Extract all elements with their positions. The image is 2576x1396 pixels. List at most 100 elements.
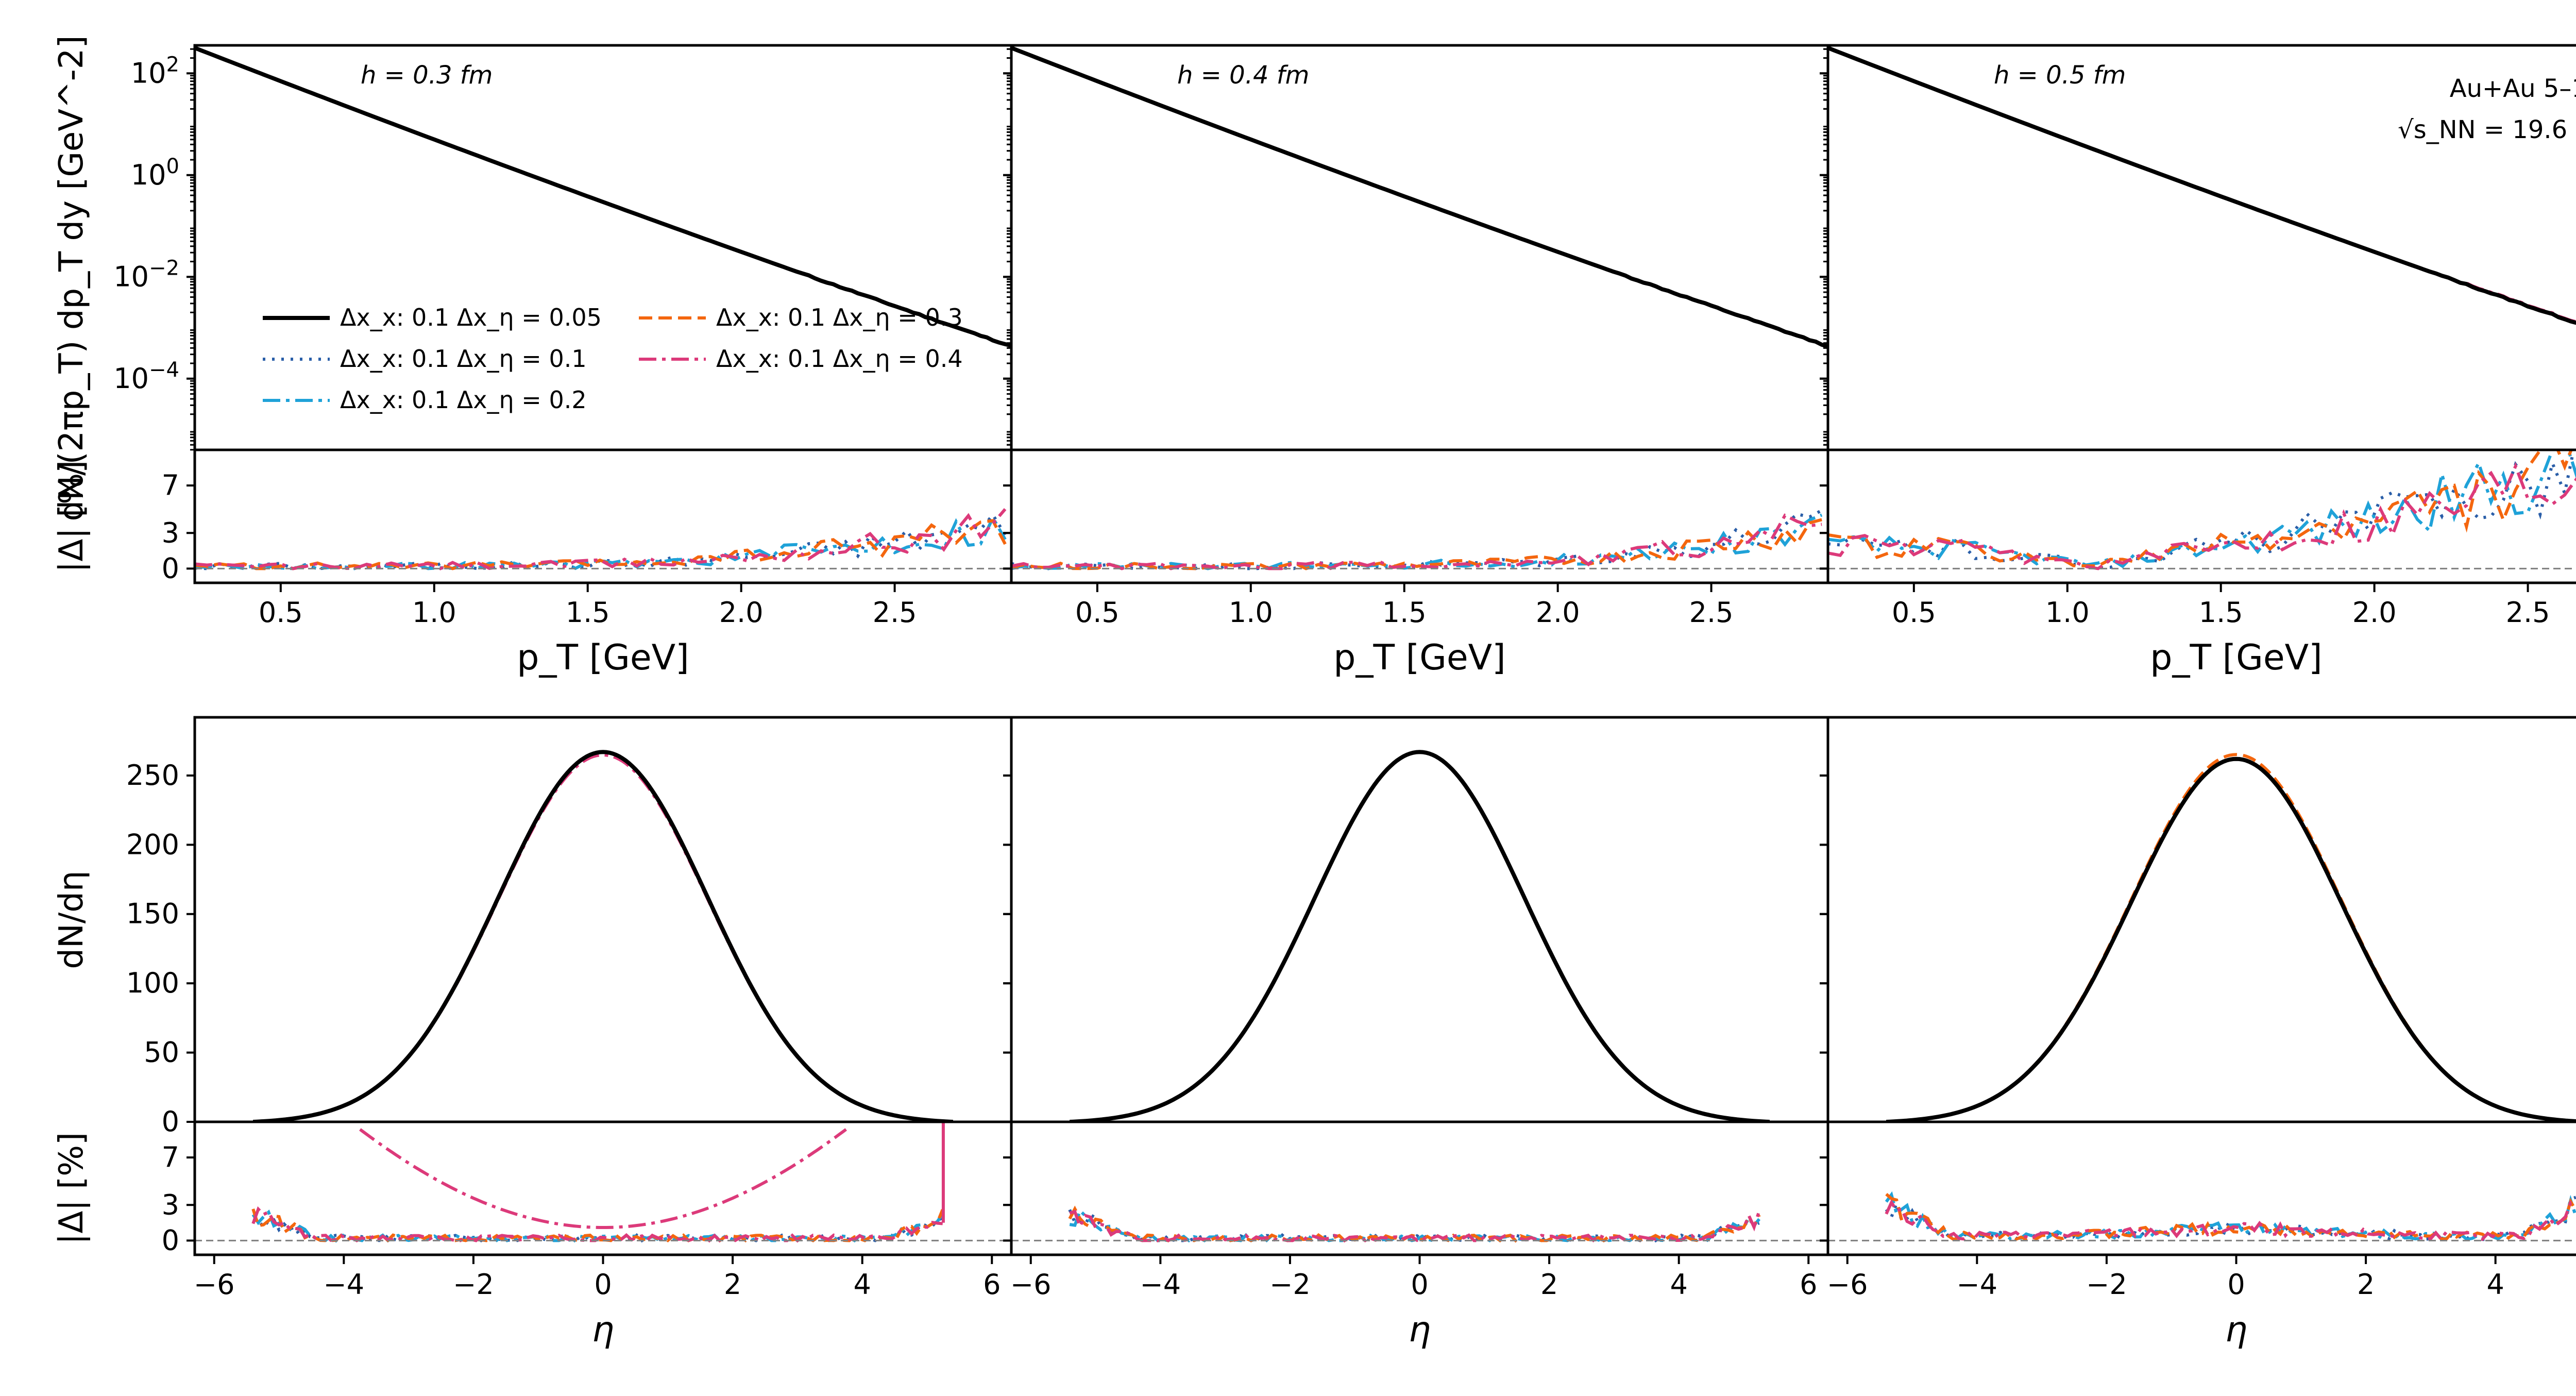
pt-x-axis-label: p_T [GeV] xyxy=(1333,637,1505,678)
pt-ratio-line-s03 xyxy=(195,519,1007,570)
pt-x-tick-label: 0.5 xyxy=(259,596,303,629)
eta-x-tick-label: −2 xyxy=(1269,1268,1311,1301)
pt-ratio-y-tick-label: 7 xyxy=(162,469,179,501)
eta-x-tick-label: −6 xyxy=(1827,1268,1868,1301)
eta-y-tick-label: 0 xyxy=(162,1105,179,1138)
pt-panel-3-label: h = 0.5 fm xyxy=(1994,61,2126,90)
eta-x-tick-label: −4 xyxy=(324,1268,365,1301)
eta-x-tick-label: 0 xyxy=(1411,1268,1428,1301)
eta-ratio-y-axis-label: |Δ| [%] xyxy=(53,1132,91,1244)
pt-ratio-line-s03 xyxy=(1011,518,1822,570)
eta-x-tick-label: −2 xyxy=(453,1268,494,1301)
panel-frame xyxy=(1826,448,2576,584)
pt-spectrum-line-reference xyxy=(1827,46,2576,325)
spectrum-y-tick-label: 10−2 xyxy=(113,256,179,293)
pt-ratio-panel-1 xyxy=(195,508,1011,570)
eta-dist-panel-3 xyxy=(1886,753,2576,1122)
eta-ratio-line-s03 xyxy=(1068,1205,1761,1243)
eta-y-tick-label: 200 xyxy=(126,828,179,861)
legend-label-s03: Δx_x: 0.1 Δx_η = 0.3 xyxy=(716,304,963,331)
eta-y-tick-label: 150 xyxy=(126,898,179,930)
eta-x-tick-label: 6 xyxy=(1800,1268,1817,1301)
pt-ratio-line-s01 xyxy=(1011,509,1823,570)
legend-label-s005: Δx_x: 0.1 Δx_η = 0.05 xyxy=(340,304,602,331)
pt-x-axis-label: p_T [GeV] xyxy=(2150,637,2322,678)
eta-ratio-line-s04-large xyxy=(359,1128,847,1229)
pt-x-axis-label: p_T [GeV] xyxy=(517,637,689,678)
legend-label-s02: Δx_x: 0.1 Δx_η = 0.2 xyxy=(340,386,587,414)
eta-x-axis-label: η xyxy=(2225,1309,2247,1350)
pt-x-tick-label: 1.0 xyxy=(412,596,456,629)
legend-label-s04: Δx_x: 0.1 Δx_η = 0.4 xyxy=(716,345,963,373)
spectrum-y-tick-label: 102 xyxy=(131,53,179,89)
pt-ratio-y-tick-label: 0 xyxy=(162,552,179,584)
pt-ratio-line-s01 xyxy=(1827,450,2575,569)
pt-spectrum-line-reference xyxy=(195,46,1012,348)
pt-spectrum-panel-3 xyxy=(1827,46,2576,325)
panel-frame xyxy=(1826,44,2576,451)
eta-ratio-y-tick-label: 3 xyxy=(162,1188,179,1221)
pt-x-tick-label: 1.5 xyxy=(566,596,610,629)
eta-ratio-line-s02 xyxy=(1885,1191,2576,1241)
pt-x-tick-label: 1.0 xyxy=(2045,596,2090,629)
eta-dist-line-reference xyxy=(1886,756,2576,1122)
eta-x-tick-label: −4 xyxy=(1957,1268,1998,1301)
pt-ratio-panel-2 xyxy=(1011,509,1828,570)
panel-frame xyxy=(1010,44,1829,451)
pt-panel-2-label: h = 0.4 fm xyxy=(1177,61,1309,90)
eta-x-tick-label: 6 xyxy=(983,1268,1001,1301)
eta-x-tick-label: 2 xyxy=(1540,1268,1558,1301)
eta-ratio-line-s04 xyxy=(1885,1199,2576,1242)
eta-y-axis-label: dN/dη xyxy=(53,870,91,969)
eta-dist-panel-1 xyxy=(253,750,953,1122)
eta-x-tick-label: −6 xyxy=(1010,1268,1052,1301)
eta-x-tick-label: 4 xyxy=(853,1268,871,1301)
eta-ratio-panel-3 xyxy=(1828,1191,2576,1242)
eta-x-tick-label: −2 xyxy=(2086,1268,2127,1301)
spectrum-y-tick-label: 10−4 xyxy=(113,358,179,395)
pt-ratio-line-s02 xyxy=(1827,450,2576,568)
pt-x-tick-label: 2.5 xyxy=(873,596,917,629)
pt-x-tick-label: 1.5 xyxy=(2199,596,2243,629)
pt-ratio-y-axis-label: |Δ| [%] xyxy=(53,460,91,573)
eta-ratio-y-tick-label: 0 xyxy=(162,1224,179,1256)
eta-y-tick-label: 100 xyxy=(126,967,179,999)
panel-frame xyxy=(1010,716,1829,1123)
collision-system-label: Au+Au 5–10% xyxy=(2450,74,2576,103)
eta-dist-line-reference xyxy=(253,750,953,1122)
pt-x-tick-label: 2.5 xyxy=(2506,596,2550,629)
pt-ratio-y-tick-label: 3 xyxy=(162,516,179,549)
pt-ratio-panel-3 xyxy=(1827,450,2576,570)
legend-label-s01: Δx_x: 0.1 Δx_η = 0.1 xyxy=(340,345,587,373)
eta-ratio-line-s03 xyxy=(251,1208,944,1243)
eta-y-tick-label: 250 xyxy=(126,759,179,792)
eta-ratio-panel-1 xyxy=(195,1122,1011,1243)
spectrum-y-axis-label: dN/(2πp_T) dp_T dy [GeV^-2] xyxy=(53,36,91,522)
eta-dist-line-s04 xyxy=(253,753,953,1122)
eta-dist-line-s03 xyxy=(1886,753,2576,1122)
pt-x-tick-label: 2.5 xyxy=(1689,596,1734,629)
eta-dist-panel-2 xyxy=(1070,750,1770,1122)
pt-x-tick-label: 2.0 xyxy=(2352,596,2397,629)
eta-x-tick-label: 0 xyxy=(594,1268,612,1301)
eta-x-tick-label: −6 xyxy=(194,1268,235,1301)
pt-spectrum-line-reference xyxy=(1010,46,1829,349)
eta-x-tick-label: 2 xyxy=(2357,1268,2375,1301)
pt-ratio-line-s04 xyxy=(195,508,1007,570)
pt-x-tick-label: 2.0 xyxy=(719,596,764,629)
eta-dist-line-reference xyxy=(1070,750,1770,1122)
eta-ratio-y-tick-label: 7 xyxy=(162,1141,179,1173)
eta-x-tick-label: −4 xyxy=(1140,1268,1181,1301)
eta-x-axis-label: η xyxy=(1409,1309,1431,1350)
eta-x-axis-label: η xyxy=(592,1309,614,1350)
pt-ratio-line-s03 xyxy=(1827,450,2573,568)
pt-x-tick-label: 0.5 xyxy=(1892,596,1936,629)
spectrum-y-tick-label: 100 xyxy=(131,155,179,191)
pt-x-tick-label: 0.5 xyxy=(1075,596,1120,629)
energy-label: √s_NN = 19.6 GeV xyxy=(2398,115,2576,144)
eta-x-tick-label: 0 xyxy=(2227,1268,2245,1301)
pt-x-tick-label: 2.0 xyxy=(1536,596,1580,629)
eta-x-tick-label: 4 xyxy=(2486,1268,2504,1301)
eta-ratio-line-s04 xyxy=(251,1206,943,1243)
